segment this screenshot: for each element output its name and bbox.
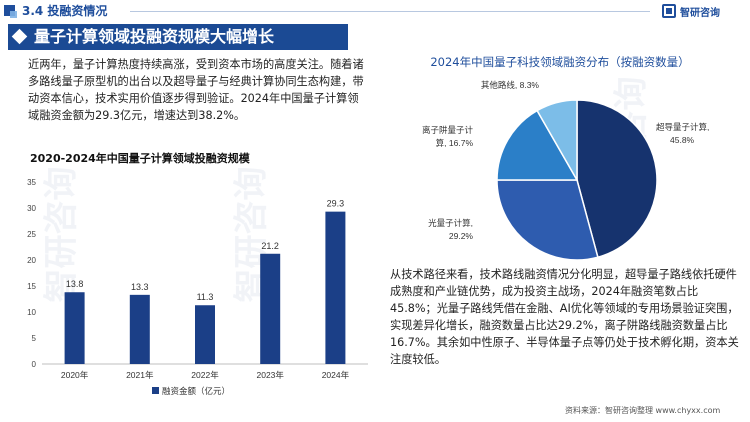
bar-value-label: 29.3 [327, 199, 345, 209]
pie-slice-label: 45.8% [670, 135, 695, 145]
pie-chart-title: 2024年中国量子科技领域融资分布（按融资数量） [430, 55, 690, 69]
bar [325, 211, 346, 364]
brand-logo: 智研咨询 [662, 2, 720, 20]
pie-slice [576, 99, 658, 259]
logo-text: 智研咨询 [680, 7, 720, 19]
legend-label: 融资金额（亿元） [162, 386, 230, 396]
pie-slice [496, 179, 599, 261]
pie-slice-label: 29.2% [449, 231, 474, 241]
pie-slice-label: 离子阱量子计 [422, 125, 474, 135]
section-square-icon [4, 5, 15, 16]
x-tick-label: 2023年 [256, 370, 284, 380]
y-tick-label: 25 [27, 230, 36, 239]
section-square-accent-icon [10, 11, 17, 18]
x-tick-label: 2020年 [61, 370, 89, 380]
bar [195, 305, 215, 364]
legend-swatch [152, 387, 159, 394]
logo-icon [662, 4, 676, 18]
page-title: 量子计算领域投融资规模大幅增长 [34, 27, 275, 46]
x-tick-label: 2024年 [322, 370, 350, 380]
pie-slice [536, 99, 578, 183]
top-bar: 3.4 投融资情况 智研咨询 [0, 0, 750, 22]
pie-slice-label: 光量子计算, [428, 218, 473, 228]
bar [129, 294, 150, 364]
bar-value-label: 21.2 [261, 241, 279, 251]
y-tick-label: 0 [32, 360, 37, 369]
pie-slice-label: 其他路线, 8.3% [481, 80, 540, 90]
bar-value-label: 13.8 [66, 279, 84, 289]
pie-slice-label: 超导量子计算, [656, 122, 709, 132]
y-tick-label: 10 [27, 308, 36, 317]
header-divider [130, 11, 650, 12]
y-tick-label: 5 [32, 334, 37, 343]
y-tick-label: 15 [27, 282, 36, 291]
intro-paragraph: 近两年，量子计算热度持续高涨，受到资本市场的高度关注。随着诸多路线量子原型机的出… [28, 58, 364, 122]
bar [260, 253, 281, 364]
pie-slice [496, 109, 579, 181]
analysis-paragraph: 从技术路径来看，技术路线融资情况分化明显，超导量子路线依托硬件成熟度和产业链优势… [390, 268, 739, 366]
bar-value-label: 13.3 [131, 282, 149, 292]
x-tick-label: 2022年 [191, 370, 219, 380]
source-note: 资料来源：智研咨询整理 www.chyxx.com [565, 406, 721, 415]
bar-value-label: 11.3 [197, 292, 214, 302]
title-banner: 量子计算领域投融资规模大幅增长 [8, 24, 348, 50]
y-tick-label: 20 [27, 256, 36, 265]
y-tick-label: 30 [27, 204, 36, 213]
bar [64, 292, 85, 364]
diamond-icon [11, 28, 28, 45]
y-tick-label: 35 [27, 178, 36, 187]
bar-chart-title: 2020-2024年中国量子计算领域投融资规模 [30, 152, 250, 165]
x-tick-label: 2021年 [126, 370, 154, 380]
bar-chart: 0 5 10 15 20 25 30 35 13.8 2020年 13.3 2021年 11.3 2022… [27, 178, 368, 396]
pie-slice-label: 算, 16.7% [436, 138, 474, 148]
section-title: 3.4 投融资情况 [22, 4, 108, 18]
